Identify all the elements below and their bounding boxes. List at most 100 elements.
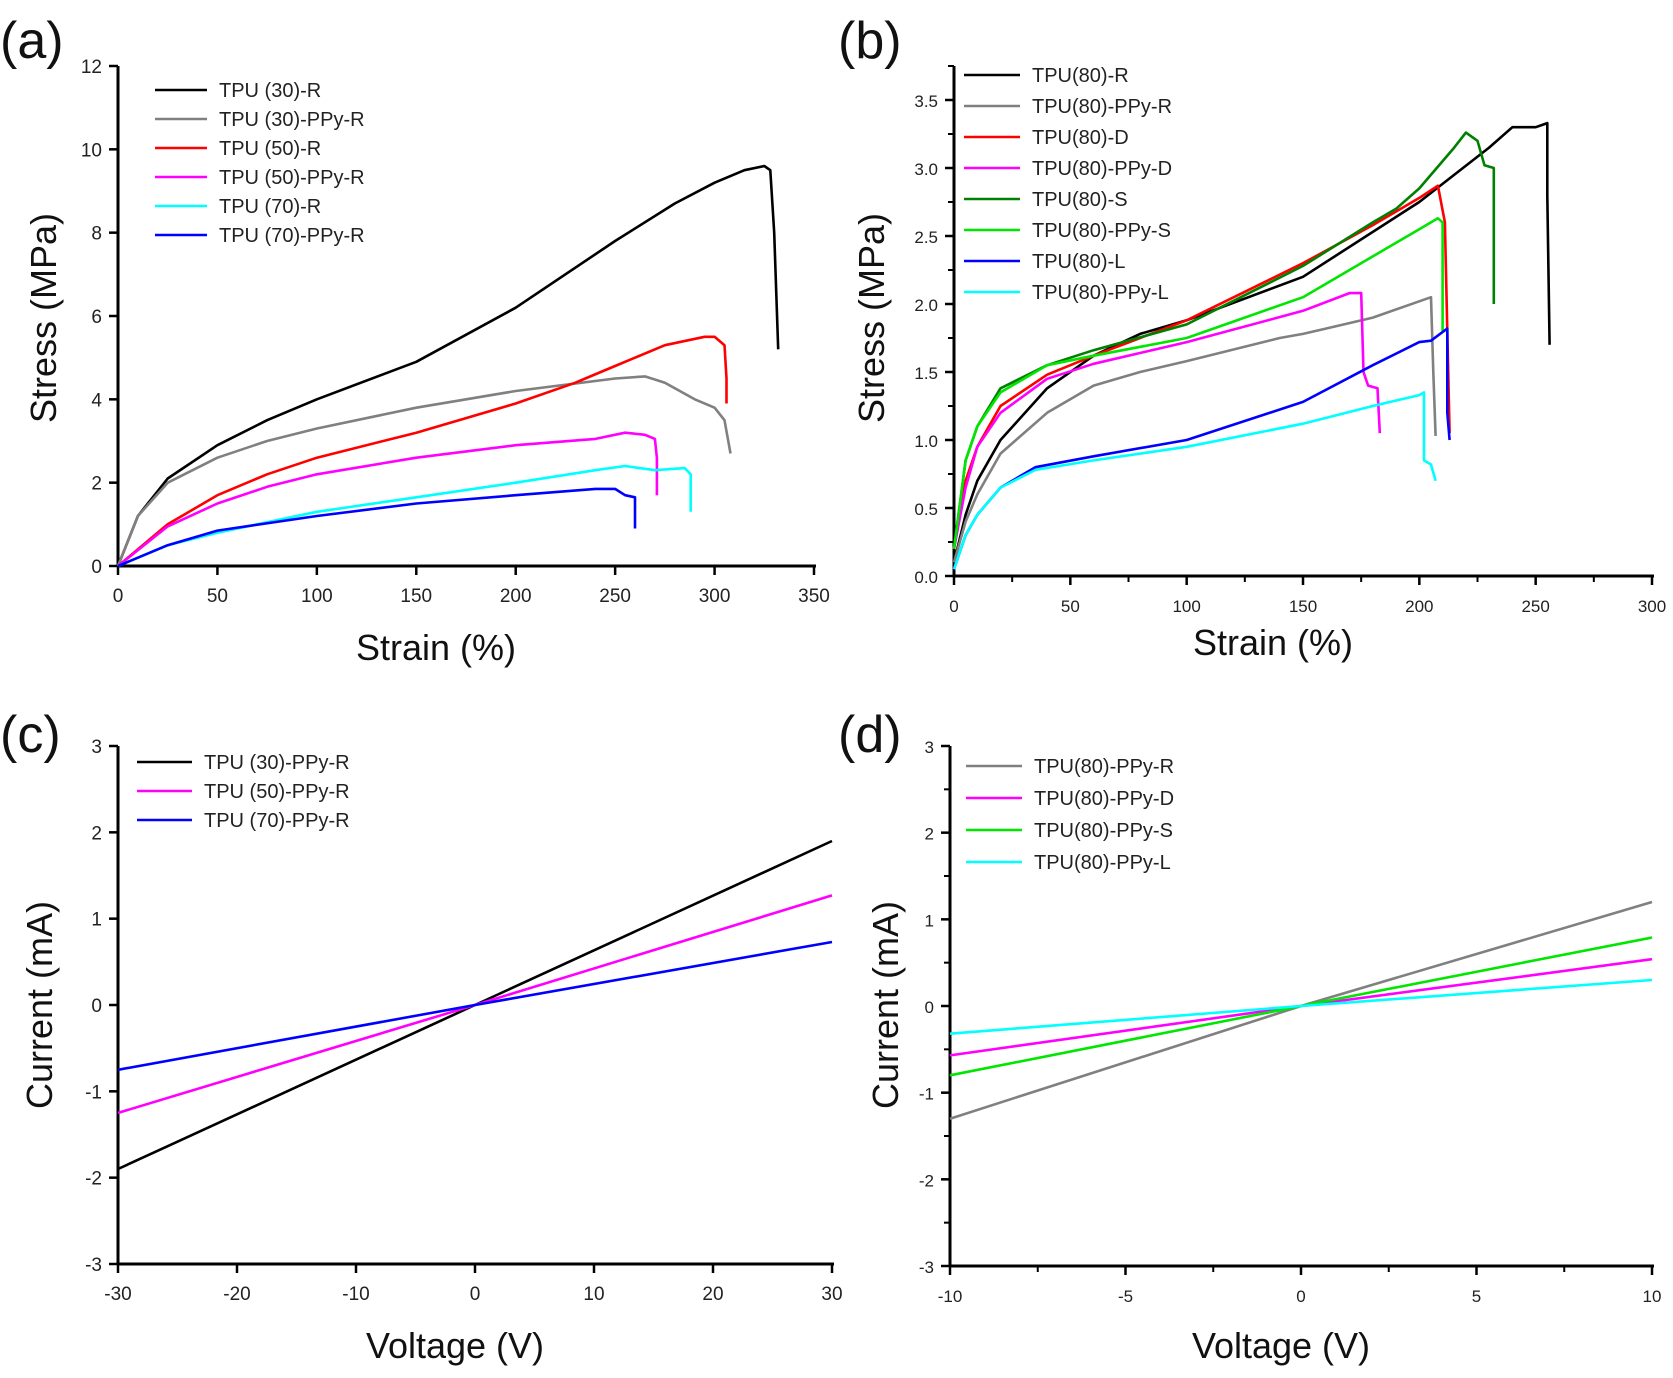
series-line-tpu-50-r	[117, 335, 728, 567]
series-line-tpu-80-ppy-l	[952, 391, 1437, 570]
series-line-tpu-50-ppy-r	[117, 431, 659, 568]
x-tick-label: 10	[583, 1284, 604, 1305]
legend-label: TPU(80)-PPy-D	[1034, 788, 1174, 810]
legend-label: TPU (70)-PPy-R	[204, 810, 350, 832]
y-tick-label: -1	[919, 1085, 934, 1104]
y-tick-label: 0	[91, 557, 102, 578]
x-tick-label: -5	[1118, 1287, 1133, 1306]
y-tick-label: 1.0	[914, 432, 938, 451]
y-tick-label: 4	[91, 390, 102, 411]
legend-label: TPU(80)-D	[1032, 127, 1129, 149]
x-tick-label: 0	[470, 1284, 481, 1305]
chart-panel-b: (b) 0 50 100 150 200 250 300 0.0 0.5 1.0 1.5 2.0 2.5 3…	[838, 12, 1666, 663]
y-tick-label: 6	[91, 307, 102, 328]
y-axis-title: Stress (MPa)	[23, 213, 64, 423]
panel-label: (b)	[838, 12, 902, 70]
y-tick-label: 0	[91, 996, 102, 1017]
series-line-tpu-30-r	[116, 164, 780, 567]
x-tick-label: 0	[113, 586, 124, 607]
legend-label: TPU(80)-PPy-R	[1034, 756, 1174, 778]
series-line-tpu-70-ppy-r	[117, 940, 833, 1072]
legend-label: TPU (30)-R	[219, 80, 321, 102]
y-axis-title: Current (mA)	[865, 901, 906, 1109]
y-tick-label: 1.5	[914, 364, 938, 383]
legend-label: TPU(80)-PPy-R	[1032, 96, 1172, 118]
y-tick-label: 3.5	[914, 92, 938, 111]
x-tick-label: -10	[342, 1284, 369, 1305]
x-tick-label: 20	[702, 1284, 723, 1305]
legend-label: TPU (50)-PPy-R	[204, 781, 350, 803]
y-tick-label: 0	[925, 998, 934, 1017]
x-tick-label: 300	[1638, 597, 1666, 616]
series-line-tpu-80-ppy-d	[952, 291, 1382, 550]
y-tick-label: 12	[81, 57, 102, 78]
legend-label: TPU (30)-PPy-R	[204, 752, 350, 774]
series-line-tpu-80-ppy-r	[949, 900, 1653, 1120]
x-tick-label: 150	[400, 586, 432, 607]
x-tick-label: 30	[821, 1284, 842, 1305]
y-tick-label: 8	[91, 224, 102, 245]
x-tick-label: 350	[798, 586, 830, 607]
x-tick-label: 250	[1521, 597, 1549, 616]
panel-label: (c)	[0, 706, 61, 764]
x-tick-label: 300	[699, 586, 731, 607]
legend-label: TPU(80)-L	[1032, 251, 1125, 273]
series-line-tpu-80-l	[952, 327, 1451, 570]
chart-panel-a: (a) 0 50 100 150 200 250 300 350 0 2 4 6 8 10 12 Strain …	[0, 12, 830, 668]
panel-label: (d)	[838, 706, 902, 764]
y-tick-label: 2	[925, 825, 934, 844]
x-tick-label: 5	[1472, 1287, 1481, 1306]
y-tick-label: -3	[919, 1258, 934, 1277]
legend-label: TPU(80)-PPy-L	[1032, 282, 1169, 304]
x-tick-label: 10	[1643, 1287, 1662, 1306]
y-tick-label: 2.0	[914, 296, 938, 315]
panel-label: (a)	[0, 12, 64, 70]
x-tick-label: 50	[207, 586, 228, 607]
y-tick-label: 0.0	[914, 568, 938, 587]
series-line-tpu-80-r	[952, 121, 1551, 563]
series-line-tpu-70-r	[117, 464, 692, 568]
y-axis-title: Stress (MPa)	[851, 213, 892, 423]
x-tick-label: 100	[1172, 597, 1200, 616]
y-tick-label: 3	[91, 737, 102, 758]
y-tick-label: 1	[925, 911, 934, 930]
y-tick-label: -1	[85, 1082, 102, 1103]
x-tick-label: -20	[223, 1284, 250, 1305]
x-axis-title: Strain (%)	[356, 627, 516, 668]
series-line-tpu-80-ppy-r	[952, 295, 1437, 563]
legend-label: TPU (50)-R	[219, 138, 321, 160]
x-tick-label: 100	[301, 586, 333, 607]
y-tick-label: 2	[91, 823, 102, 844]
x-axis-title: Voltage (V)	[1192, 1325, 1370, 1366]
x-tick-label: -10	[938, 1287, 963, 1306]
legend-label: TPU (50)-PPy-R	[219, 167, 365, 189]
x-tick-label: 0	[1296, 1287, 1305, 1306]
legend-label: TPU(80)-PPy-D	[1032, 158, 1172, 180]
y-tick-label: 2	[91, 474, 102, 495]
y-tick-label: 1	[91, 910, 102, 931]
y-axis-title: Current (mA)	[19, 901, 60, 1109]
legend-label: TPU(80)-PPy-L	[1034, 852, 1171, 874]
y-tick-label: 10	[81, 140, 102, 161]
series-line-tpu-80-ppy-l	[949, 978, 1653, 1035]
series-line-tpu-70-ppy-r	[117, 487, 637, 568]
legend-label: TPU(80)-PPy-S	[1034, 820, 1173, 842]
x-tick-label: 200	[1405, 597, 1433, 616]
x-axis-title: Voltage (V)	[366, 1325, 544, 1366]
x-tick-label: 250	[599, 586, 631, 607]
legend-label: TPU(80)-PPy-S	[1032, 220, 1171, 242]
legend-label: TPU (70)-R	[219, 196, 321, 218]
series-line-tpu-80-s	[952, 131, 1496, 549]
y-tick-label: -2	[85, 1169, 102, 1190]
x-tick-label: 0	[949, 597, 958, 616]
y-tick-label: -3	[85, 1255, 102, 1276]
x-axis-title: Strain (%)	[1193, 622, 1353, 663]
legend-label: TPU (70)-PPy-R	[219, 225, 365, 247]
legend-label: TPU(80)-S	[1032, 189, 1128, 211]
x-tick-label: 150	[1289, 597, 1317, 616]
legend: TPU(80)-R TPU(80)-PPy-R TPU(80)-D TPU(80)-P…	[964, 65, 1172, 304]
legend: TPU(80)-PPy-R TPU(80)-PPy-D TPU(80)-PPy-S T…	[966, 756, 1174, 874]
